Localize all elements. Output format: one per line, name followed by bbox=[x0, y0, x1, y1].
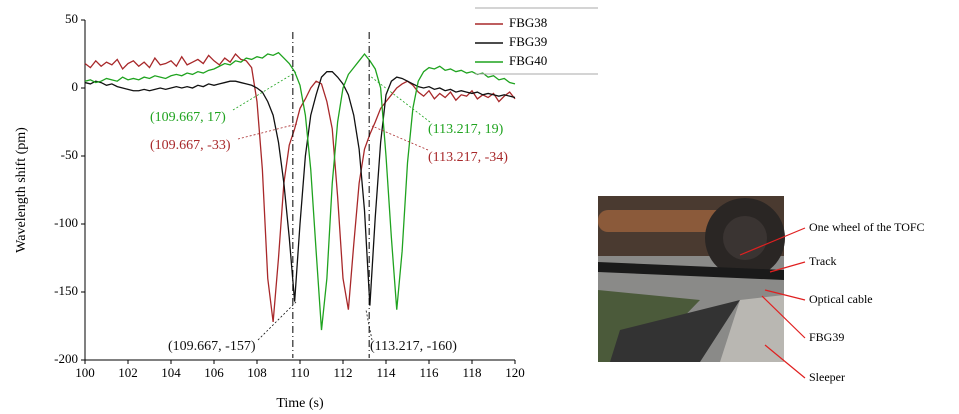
x-tick-label: 114 bbox=[376, 365, 396, 380]
y-tick-label: -150 bbox=[54, 283, 78, 298]
series-line bbox=[84, 51, 516, 331]
photo-gravel bbox=[610, 300, 740, 362]
photo-leaders bbox=[739, 227, 806, 379]
x-tick-label: 104 bbox=[161, 365, 181, 380]
photo bbox=[598, 196, 806, 379]
legend-label: FBG39 bbox=[509, 34, 547, 49]
legend-label: FBG38 bbox=[509, 15, 547, 30]
x-tick-label: 100 bbox=[75, 365, 95, 380]
annotation-leader bbox=[369, 75, 431, 123]
annotation: (113.217, -34) bbox=[428, 150, 508, 165]
x-tick-label: 118 bbox=[462, 365, 481, 380]
legend-label: FBG40 bbox=[509, 53, 547, 68]
photo-label: Track bbox=[809, 254, 837, 268]
annotation-leader bbox=[237, 123, 298, 140]
x-tick-label: 106 bbox=[204, 365, 224, 380]
x-tick-label: 120 bbox=[505, 365, 525, 380]
y-tick-label: 0 bbox=[72, 79, 79, 94]
annotation-leader bbox=[232, 71, 297, 111]
y-tick-label: -100 bbox=[54, 215, 78, 230]
photo-sleeper bbox=[720, 295, 784, 362]
y-axis-label: Wavelength shift (pm) bbox=[14, 127, 29, 253]
y-tick-label: 50 bbox=[65, 11, 78, 26]
series-line bbox=[84, 52, 516, 322]
annotation-leader bbox=[365, 309, 373, 341]
x-tick-label: 108 bbox=[247, 365, 267, 380]
annotation: (109.667, -33) bbox=[150, 138, 231, 153]
annotation-leader bbox=[257, 301, 297, 341]
x-tick-label: 102 bbox=[118, 365, 138, 380]
annotation: (109.667, -157) bbox=[168, 339, 256, 354]
annotation: (109.667, 17) bbox=[150, 110, 226, 125]
x-axis-label: Time (s) bbox=[276, 396, 324, 411]
photo-label: Sleeper bbox=[809, 370, 845, 384]
x-tick-label: 112 bbox=[333, 365, 352, 380]
x-tick-label: 116 bbox=[419, 365, 439, 380]
photo-label: FBG39 bbox=[809, 330, 844, 344]
photo-track bbox=[598, 262, 784, 280]
annotation: (113.217, 19) bbox=[428, 122, 504, 137]
y-tick-label: -50 bbox=[61, 147, 78, 162]
series-line bbox=[84, 71, 516, 306]
y-tick-label: -200 bbox=[54, 351, 78, 366]
annotation: (113.217, -160) bbox=[370, 339, 457, 354]
x-tick-label: 110 bbox=[290, 365, 309, 380]
photo-label: One wheel of the TOFC bbox=[809, 220, 925, 234]
photo-label: Optical cable bbox=[809, 292, 873, 306]
